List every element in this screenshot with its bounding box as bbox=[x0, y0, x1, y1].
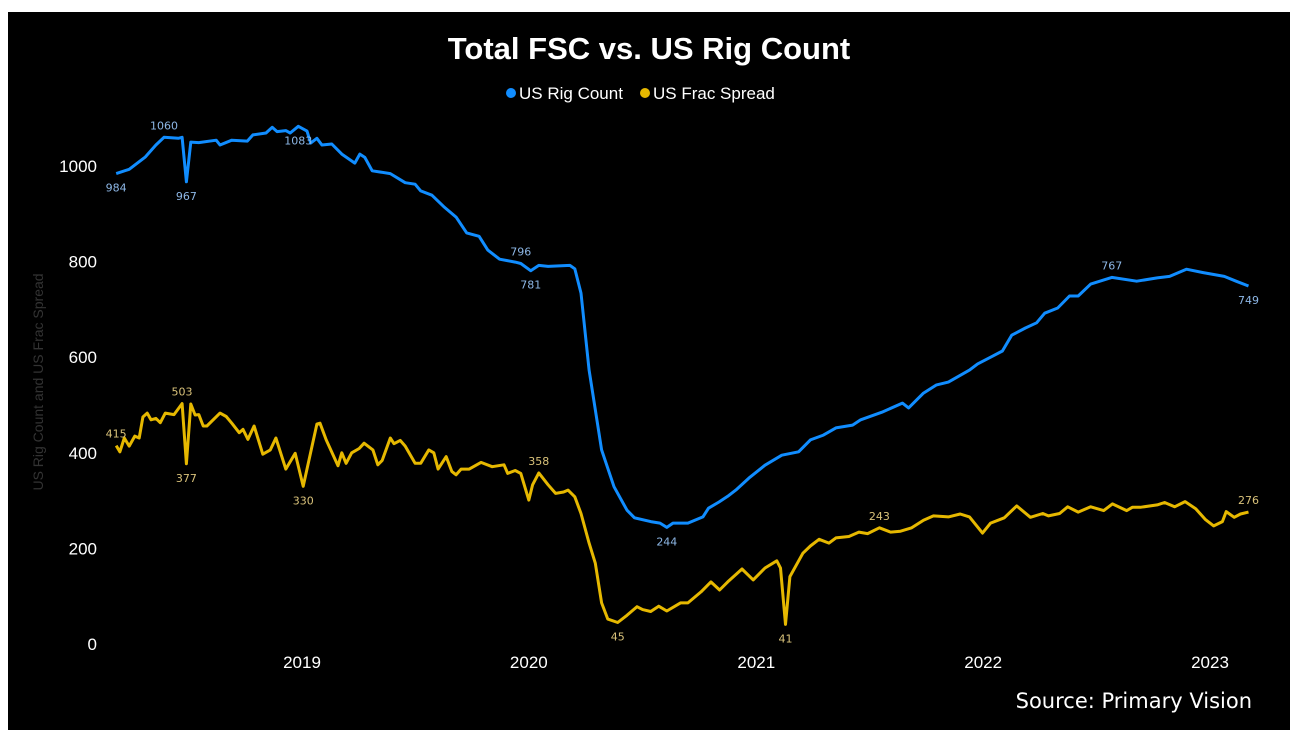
rig-count-line[interactable] bbox=[115, 124, 1250, 529]
data-label: 749 bbox=[1238, 294, 1259, 307]
data-label: 967 bbox=[176, 190, 197, 203]
data-label: 330 bbox=[293, 494, 314, 507]
x-axis: 2019 2020 2021 2022 2023 bbox=[283, 653, 1229, 672]
data-label: 244 bbox=[656, 535, 677, 548]
y-tick-label: 200 bbox=[69, 539, 97, 558]
y-tick-label: 0 bbox=[88, 635, 97, 654]
data-labels: 984 1060 967 1083 796 781 244 767 749 415 503 377 33… bbox=[106, 119, 1259, 645]
data-label: 1083 bbox=[284, 134, 312, 147]
source-note: Source: Primary Vision bbox=[1016, 689, 1252, 713]
data-label: 984 bbox=[106, 182, 127, 195]
x-tick-label: 2023 bbox=[1191, 653, 1229, 672]
x-tick-label: 2020 bbox=[510, 653, 548, 672]
chart-title: Total FSC vs. US Rig Count bbox=[448, 31, 850, 66]
data-label: 1060 bbox=[150, 119, 178, 132]
data-label: 358 bbox=[528, 455, 549, 468]
series-lines bbox=[114, 124, 1250, 626]
data-label: 377 bbox=[176, 472, 197, 485]
y-tick-label: 1000 bbox=[59, 157, 97, 176]
data-label: 415 bbox=[106, 428, 127, 441]
data-label: 796 bbox=[510, 246, 531, 259]
x-tick-label: 2019 bbox=[283, 653, 321, 672]
x-tick-label: 2021 bbox=[737, 653, 775, 672]
data-label: 45 bbox=[611, 630, 625, 643]
data-label: 243 bbox=[869, 510, 890, 523]
y-axis-label: US Rig Count and US Frac Spread bbox=[30, 273, 46, 490]
data-label: 276 bbox=[1238, 494, 1259, 507]
x-tick-label: 2022 bbox=[964, 653, 1002, 672]
legend-label-frac-spread[interactable]: US Frac Spread bbox=[653, 84, 775, 103]
data-label: 767 bbox=[1101, 259, 1122, 272]
data-label: 41 bbox=[779, 632, 793, 645]
y-axis: 0 200 400 600 800 1000 bbox=[59, 157, 97, 654]
y-tick-label: 400 bbox=[69, 444, 97, 463]
y-tick-label: 800 bbox=[69, 253, 97, 272]
legend-label-rig-count[interactable]: US Rig Count bbox=[519, 84, 623, 103]
frac-spread-line[interactable] bbox=[114, 402, 1249, 626]
legend: US Rig Count US Frac Spread bbox=[506, 84, 775, 103]
legend-marker-frac-spread bbox=[640, 88, 650, 98]
data-label: 781 bbox=[520, 279, 541, 292]
data-label: 503 bbox=[172, 386, 193, 399]
y-tick-label: 600 bbox=[69, 348, 97, 367]
legend-marker-rig-count bbox=[506, 88, 516, 98]
